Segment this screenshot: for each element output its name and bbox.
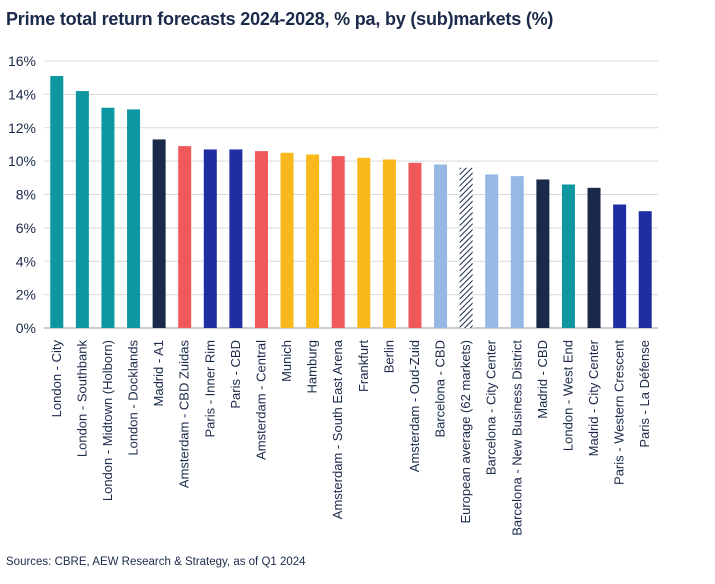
- bar: [536, 179, 550, 328]
- bar: [587, 187, 601, 328]
- bar: [229, 149, 243, 328]
- x-category-label: Paris - Western Crescent: [612, 340, 627, 485]
- y-tick-label: 2%: [16, 287, 36, 303]
- bar: [561, 184, 575, 328]
- x-category-label: Barcelona - City Center: [484, 339, 499, 475]
- y-tick-label: 0%: [16, 320, 36, 336]
- x-category-label: Amsterdam - CBD Zuidas: [177, 340, 192, 489]
- bar: [152, 139, 166, 328]
- x-category-label: Amsterdam - Oud-Zuid: [407, 340, 422, 472]
- source-note: Sources: CBRE, AEW Research & Strategy, …: [6, 556, 306, 568]
- x-category-label: Amsterdam - Central: [253, 340, 268, 460]
- x-category-label: Madrid - A1: [151, 340, 166, 406]
- y-tick-label: 4%: [16, 253, 36, 269]
- x-category-label: Berlin: [381, 340, 396, 373]
- bar: [178, 146, 192, 328]
- chart-title: Prime total return forecasts 2024-2028, …: [6, 9, 554, 29]
- bar: [50, 76, 64, 329]
- y-tick-label: 12%: [8, 120, 36, 136]
- bar: [331, 156, 345, 328]
- x-category-label: Madrid - CBD: [535, 340, 550, 419]
- y-tick-label: 6%: [16, 220, 36, 236]
- x-category-label: London - Midtown (Holborn): [100, 340, 115, 501]
- x-category-label: Paris - La Défense: [637, 340, 652, 448]
- x-category-label: Barcelona - New Business District: [509, 340, 524, 536]
- x-category-label: London - City: [49, 340, 64, 418]
- bar: [434, 164, 448, 328]
- bar: [101, 107, 115, 328]
- y-tick-label: 14%: [8, 86, 36, 102]
- x-category-label: London - Docklands: [126, 340, 141, 456]
- x-category-label: Amsterdam - South East Arena: [330, 339, 345, 519]
- y-tick-label: 10%: [8, 153, 36, 169]
- bar: [357, 157, 371, 328]
- bar: [127, 109, 141, 328]
- bar: [254, 151, 268, 328]
- x-category-label: Frankfurt: [356, 340, 371, 392]
- x-category-label: European average (62 markets): [458, 340, 473, 524]
- bar: [638, 211, 652, 328]
- y-tick-label: 16%: [8, 53, 36, 69]
- x-category-label: Barcelona - CBD: [433, 340, 448, 438]
- x-category-label: London - Southbank: [74, 340, 89, 458]
- bar: [382, 159, 396, 328]
- bar: [408, 162, 422, 328]
- bar: [485, 174, 499, 328]
- bar: [510, 176, 524, 328]
- x-category-label: Paris - CBD: [228, 340, 243, 409]
- x-category-label: London - West End: [560, 340, 575, 451]
- bar: [459, 167, 473, 328]
- bar: [613, 204, 627, 328]
- y-tick-label: 8%: [16, 187, 36, 203]
- x-category-label: Madrid - City Center: [586, 339, 601, 456]
- bar: [203, 149, 217, 328]
- bar: [280, 152, 294, 328]
- bar: [306, 154, 320, 328]
- x-category-label: Munich: [279, 340, 294, 382]
- bar: [75, 91, 89, 328]
- x-category-label: Paris - Inner Rim: [202, 340, 217, 438]
- x-category-label: Hamburg: [305, 340, 320, 393]
